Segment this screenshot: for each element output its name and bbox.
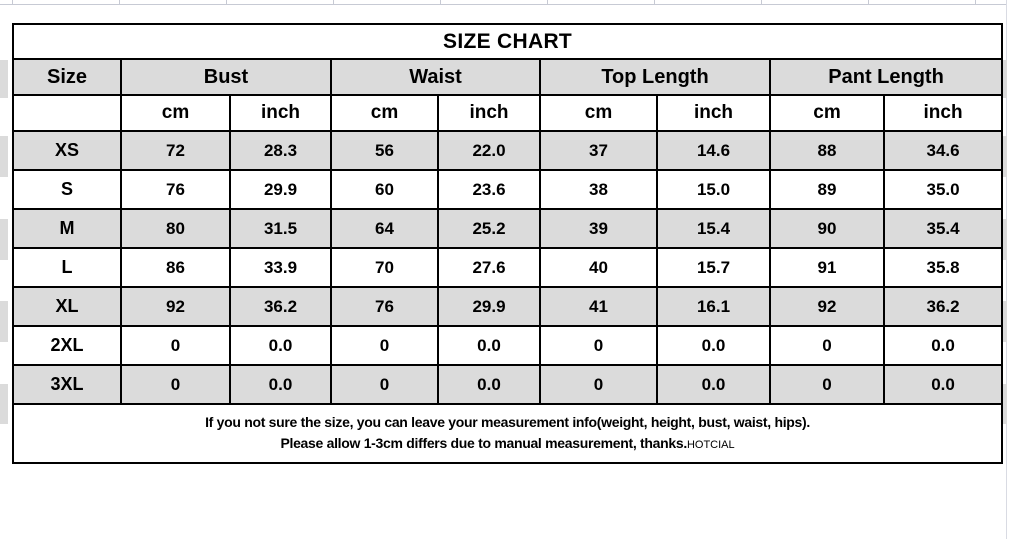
value-cell: 34.6	[882, 130, 1004, 171]
value-cell: 90	[769, 208, 885, 249]
value-cell: 0	[120, 364, 231, 405]
value-cell: 64	[330, 208, 439, 249]
value-cell: 89	[769, 169, 885, 210]
table-row-xs: XS 72 28.3 56 22.0 37 14.6 88 34.6	[12, 130, 1004, 171]
table-row-l: L 86 33.9 70 27.6 40 15.7 91 35.8	[12, 247, 1004, 288]
value-cell: 0.0	[437, 325, 541, 366]
value-cell: 92	[120, 286, 231, 327]
unit-empty-cell	[12, 94, 122, 132]
value-cell: 56	[330, 130, 439, 171]
value-cell: 0.0	[229, 364, 332, 405]
value-cell: 0	[330, 364, 439, 405]
value-cell: 92	[769, 286, 885, 327]
size-label: 3XL	[12, 364, 122, 405]
value-cell: 15.4	[656, 208, 771, 249]
size-label: XL	[12, 286, 122, 327]
spreadsheet-top-gridline-strip	[0, 0, 1007, 5]
value-cell: 28.3	[229, 130, 332, 171]
brand-mark: HOTCIAL	[686, 438, 735, 451]
value-cell: 86	[120, 247, 231, 288]
header-bust: Bust	[120, 58, 332, 96]
value-cell: 76	[120, 169, 231, 210]
unit-cell: inch	[437, 94, 541, 132]
value-cell: 0.0	[656, 325, 771, 366]
unit-cell: cm	[769, 94, 885, 132]
footer-note-cell: If you not sure the size, you can leave …	[11, 403, 1004, 464]
value-cell: 14.6	[656, 130, 771, 171]
size-label: XS	[12, 130, 122, 171]
value-cell: 41	[539, 286, 658, 327]
value-cell: 36.2	[229, 286, 332, 327]
value-cell: 23.6	[437, 169, 541, 210]
unit-cell: inch	[882, 94, 1004, 132]
value-cell: 16.1	[656, 286, 771, 327]
value-cell: 38	[539, 169, 658, 210]
value-cell: 29.9	[229, 169, 332, 210]
value-cell: 0.0	[229, 325, 332, 366]
value-cell: 0.0	[882, 364, 1004, 405]
value-cell: 37	[539, 130, 658, 171]
unit-cell: inch	[229, 94, 332, 132]
size-chart-title: SIZE CHART	[11, 23, 1004, 60]
value-cell: 0	[120, 325, 231, 366]
header-waist: Waist	[330, 58, 541, 96]
footer-note-row: If you not sure the size, you can leave …	[11, 403, 1004, 464]
unit-cell: cm	[120, 94, 231, 132]
size-label: 2XL	[12, 325, 122, 366]
value-cell: 70	[330, 247, 439, 288]
column-group-header-row: Size Bust Waist Top Length Pant Length	[12, 58, 1004, 96]
value-cell: 39	[539, 208, 658, 249]
spreadsheet-right-gridline	[1006, 0, 1007, 539]
value-cell: 36.2	[882, 286, 1004, 327]
header-pant-length: Pant Length	[768, 58, 1004, 96]
unit-cell: cm	[330, 94, 439, 132]
value-cell: 88	[769, 130, 885, 171]
value-cell: 0	[539, 364, 658, 405]
footer-note-line2-text: Please allow 1-3cm differs due to manual…	[280, 434, 687, 451]
footer-note-line1: If you not sure the size, you can leave …	[205, 413, 810, 430]
header-top-length: Top Length	[539, 58, 771, 96]
table-row-2xl: 2XL 0 0.0 0 0.0 0 0.0 0 0.0	[12, 325, 1004, 366]
footer-note-line2: Please allow 1-3cm differs due to manual…	[15, 433, 1000, 456]
unit-header-row: cm inch cm inch cm inch cm inch	[12, 94, 1004, 132]
table-row-s: S 76 29.9 60 23.6 38 15.0 89 35.0	[12, 169, 1004, 210]
value-cell: 76	[330, 286, 439, 327]
value-cell: 91	[769, 247, 885, 288]
size-label: L	[12, 247, 122, 288]
value-cell: 0.0	[437, 364, 541, 405]
value-cell: 35.8	[882, 247, 1004, 288]
unit-cell: cm	[539, 94, 658, 132]
value-cell: 35.0	[882, 169, 1004, 210]
size-label: M	[12, 208, 122, 249]
table-row-xl: XL 92 36.2 76 29.9 41 16.1 92 36.2	[12, 286, 1004, 327]
value-cell: 35.4	[882, 208, 1004, 249]
size-chart-table: SIZE CHART Size Bust Waist Top Length Pa…	[11, 23, 1004, 464]
value-cell: 33.9	[229, 247, 332, 288]
value-cell: 15.7	[656, 247, 771, 288]
value-cell: 40	[539, 247, 658, 288]
value-cell: 15.0	[656, 169, 771, 210]
size-label: S	[12, 169, 122, 210]
value-cell: 60	[330, 169, 439, 210]
value-cell: 72	[120, 130, 231, 171]
unit-cell: inch	[656, 94, 771, 132]
value-cell: 0	[769, 325, 885, 366]
value-cell: 31.5	[229, 208, 332, 249]
header-size: Size	[12, 58, 122, 96]
value-cell: 0	[330, 325, 439, 366]
value-cell: 25.2	[437, 208, 541, 249]
table-row-m: M 80 31.5 64 25.2 39 15.4 90 35.4	[12, 208, 1004, 249]
value-cell: 80	[120, 208, 231, 249]
title-row: SIZE CHART	[11, 23, 1004, 60]
value-cell: 0	[539, 325, 658, 366]
value-cell: 0.0	[882, 325, 1004, 366]
value-cell: 22.0	[437, 130, 541, 171]
value-cell: 0.0	[656, 364, 771, 405]
value-cell: 29.9	[437, 286, 541, 327]
value-cell: 27.6	[437, 247, 541, 288]
table-row-3xl: 3XL 0 0.0 0 0.0 0 0.0 0 0.0	[12, 364, 1004, 405]
value-cell: 0	[769, 364, 885, 405]
